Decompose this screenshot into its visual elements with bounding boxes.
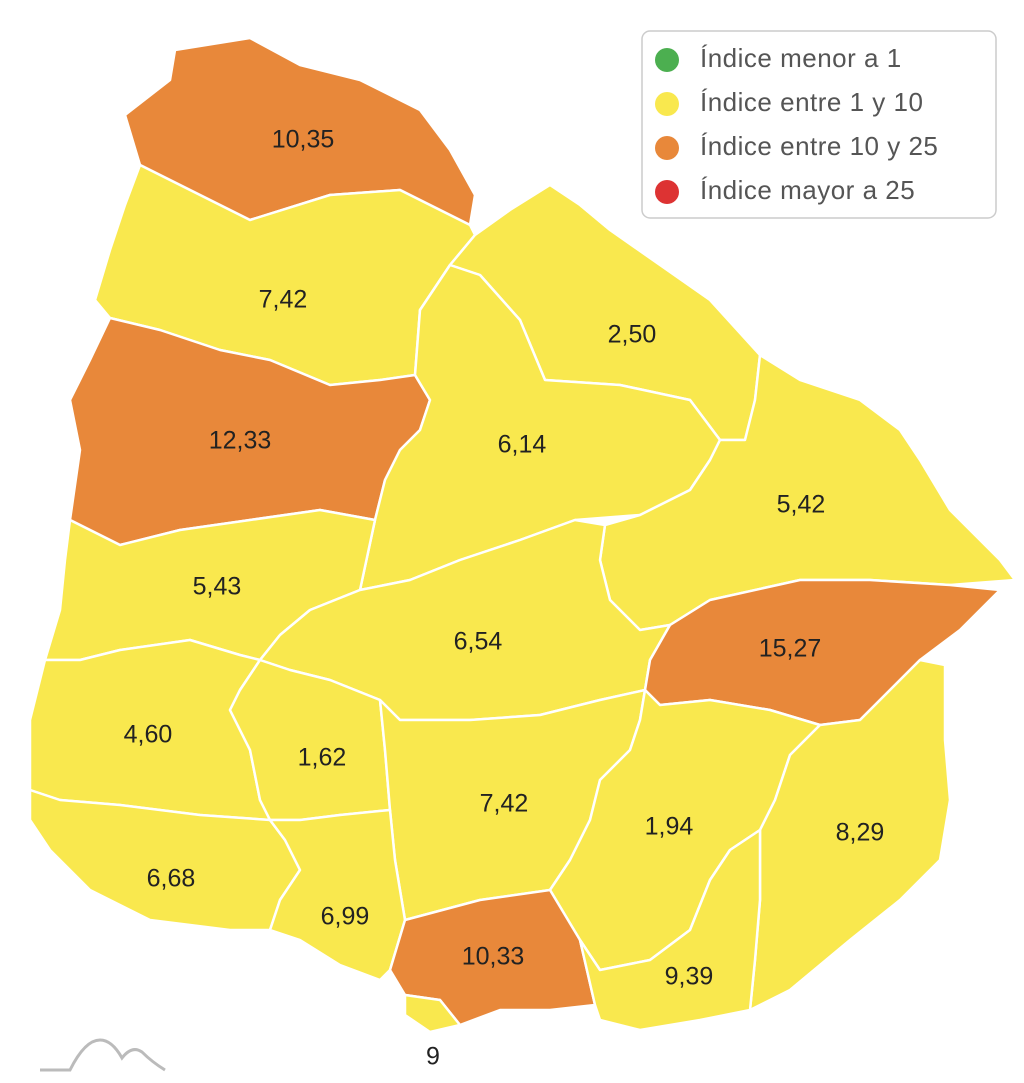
legend-label: Índice entre 1 y 10 <box>700 87 923 117</box>
region-label: 8,29 <box>836 819 885 847</box>
region-label: 6,99 <box>321 903 370 931</box>
legend-swatch <box>655 48 679 72</box>
region <box>578 828 762 1032</box>
region-label: 9 <box>426 1043 440 1071</box>
logo <box>40 1038 166 1072</box>
region-label: 5,43 <box>193 573 242 601</box>
region-label: 6,54 <box>454 628 503 656</box>
region-label: 6,14 <box>498 431 547 459</box>
legend-swatch <box>655 136 679 160</box>
region <box>268 808 407 982</box>
legend-swatch <box>655 92 679 116</box>
region-label: 6,68 <box>147 865 196 893</box>
region-label: 9,39 <box>665 963 714 991</box>
region <box>748 658 952 1012</box>
region-label: 1,94 <box>645 813 694 841</box>
legend-label: Índice menor a 1 <box>700 43 902 73</box>
region-label: 1,62 <box>298 744 347 772</box>
legend-label: Índice entre 10 y 25 <box>700 131 938 161</box>
legend-label: Índice mayor a 25 <box>700 175 915 205</box>
region-label: 15,27 <box>759 635 822 663</box>
region <box>388 888 597 1027</box>
region-label: 7,42 <box>259 286 308 314</box>
region-label: 2,50 <box>608 321 657 349</box>
legend-swatch <box>655 180 679 204</box>
region-label: 10,33 <box>462 943 525 971</box>
region-label: 12,33 <box>209 427 272 455</box>
legend-items: Índice menor a 1 Índice entre 1 y 10 Índic… <box>655 43 938 205</box>
region-label: 10,35 <box>272 126 335 154</box>
legend-box <box>641 30 997 219</box>
regions <box>28 36 1017 1034</box>
legend: Índice menor a 1 Índice entre 1 y 10 Índic… <box>641 30 997 219</box>
region-label: 4,60 <box>124 721 173 749</box>
region <box>403 993 462 1034</box>
region-label: 5,42 <box>777 491 826 519</box>
region-label: 7,42 <box>480 790 529 818</box>
